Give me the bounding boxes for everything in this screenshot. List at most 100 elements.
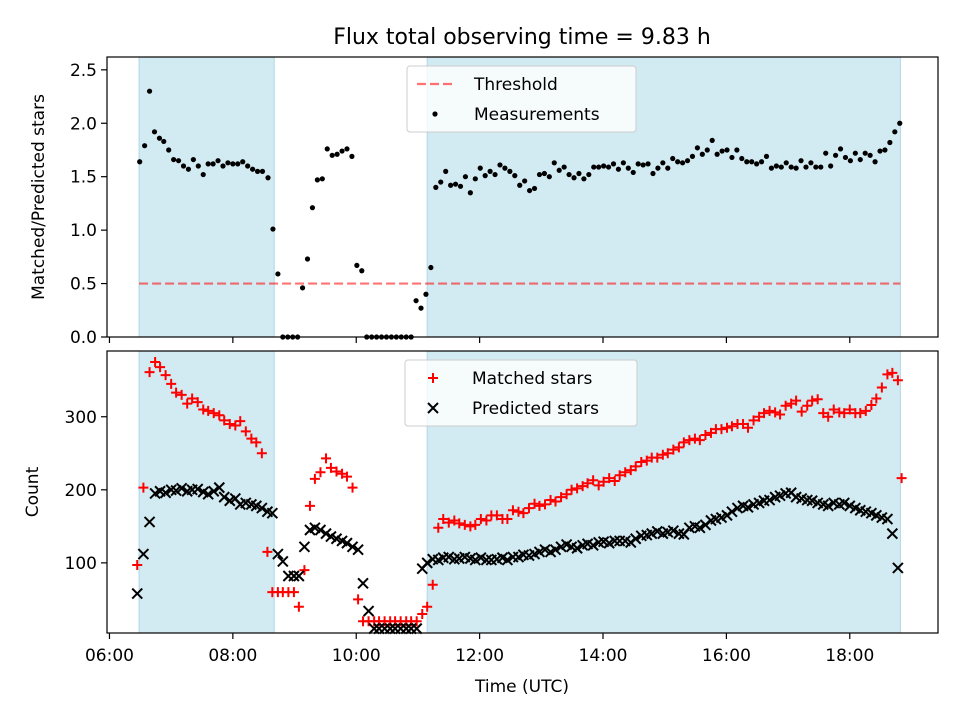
measurement-point [166, 147, 172, 153]
predicted-stars-point [277, 555, 289, 568]
predicted-stars-point [726, 506, 738, 518]
matched-stars-point [662, 448, 673, 459]
matched-stars-point [673, 442, 684, 453]
measurement-point [344, 146, 350, 152]
x-axis-label: Time (UTC) [474, 677, 569, 697]
measurement-point [413, 298, 419, 304]
predicted-stars-point [175, 482, 188, 495]
predicted-stars-point [587, 539, 599, 552]
predicted-stars-point [159, 487, 172, 499]
matched-stars-point [620, 467, 631, 478]
measurement-point [660, 160, 666, 166]
predicted-stars-point [362, 605, 375, 617]
matched-stars-point [796, 406, 807, 417]
predicted-stars-point [881, 513, 894, 525]
measurement-point [591, 164, 597, 170]
measurement-point [200, 171, 206, 178]
measurement-point [354, 262, 360, 268]
measurement-point [847, 158, 853, 164]
predicted-stars-point [143, 516, 156, 528]
measurement-point [541, 170, 548, 177]
predicted-stars-point [742, 501, 754, 514]
measurement-point [339, 148, 345, 154]
measurement-point [418, 305, 424, 311]
predicted-stars-point [191, 483, 204, 495]
measurement-point [526, 187, 533, 194]
legend-label: Predicted stars [472, 399, 599, 419]
measurement-point [892, 129, 898, 135]
measurement-point [837, 146, 844, 152]
matched-stars-point [481, 515, 492, 526]
matched-stars-point [341, 471, 352, 482]
measurement-point [517, 182, 523, 188]
predicted-stars-point [266, 507, 279, 519]
predicted-stars-point [208, 485, 220, 497]
measurement-point [601, 163, 607, 169]
measurement-point [270, 226, 276, 232]
matched-stars-point [230, 420, 241, 431]
predicted-stars-point [838, 497, 850, 509]
matched-stars-point [411, 616, 422, 627]
matched-stars-point [224, 419, 235, 430]
matched-stars-point [288, 587, 299, 598]
predicted-stars-point [667, 525, 680, 537]
matched-stars-point [700, 430, 711, 441]
measurement-point [230, 161, 236, 167]
measurement-point [156, 135, 163, 141]
measurement-point [210, 161, 216, 167]
matched-stars-point [262, 546, 273, 557]
measurement-point [137, 159, 143, 165]
measurement-point [763, 153, 770, 159]
matched-stars-point [566, 484, 577, 495]
measurement-point [832, 152, 839, 158]
matched-stars-point [780, 400, 791, 411]
measurement-point [749, 159, 755, 165]
measurement-point [175, 158, 182, 164]
measurement-point [546, 174, 552, 180]
measurement-point [605, 164, 612, 170]
measurement-point [615, 166, 622, 172]
measurement-point [882, 147, 888, 153]
predicted-stars-point [629, 533, 642, 545]
matched-stars-point [513, 506, 524, 517]
predicted-stars-point [763, 494, 776, 506]
matched-stars-point [540, 499, 551, 510]
matched-stars-point [443, 517, 454, 528]
matched-stars-point [678, 437, 689, 448]
measurement-point [235, 161, 241, 167]
measurement-point [704, 147, 710, 153]
matched-stars-point [882, 369, 893, 380]
measurement-point [443, 168, 449, 174]
measurement-point [576, 170, 582, 177]
measurement-point [581, 176, 587, 182]
matched-stars-point [636, 457, 647, 468]
measurement-point [754, 161, 760, 167]
matched-stars-point [491, 510, 502, 521]
predicted-stars-point [272, 548, 284, 560]
matched-stars-point [668, 444, 679, 455]
matched-stars-point [561, 489, 572, 500]
y-tick-label: 1.5 [70, 168, 97, 188]
y-tick-label: 0.0 [70, 328, 97, 348]
predicted-stars-point [822, 500, 834, 512]
matched-stars-point [614, 470, 625, 481]
measurement-point [709, 137, 715, 143]
matched-stars-point [871, 393, 882, 404]
matched-stars-point [823, 411, 834, 422]
matched-stars-point [855, 408, 866, 419]
measurement-point [334, 151, 340, 157]
chart-title: Flux total observing time = 9.83 h [333, 25, 711, 50]
measurement-point [724, 147, 730, 153]
matched-stars-point [256, 448, 267, 459]
matched-stars-point [748, 415, 759, 426]
matched-stars-point [550, 496, 561, 507]
measurement-point [487, 168, 493, 174]
measurement-point [758, 159, 765, 165]
legend: Threshold Measurements [406, 65, 637, 133]
predicted-stars-point [886, 527, 899, 540]
legend-matched-swatch [428, 373, 438, 383]
matched-stars-point [802, 400, 813, 411]
measurement-point [620, 160, 626, 166]
measurement-point [897, 120, 903, 126]
measurement-point [423, 291, 429, 297]
